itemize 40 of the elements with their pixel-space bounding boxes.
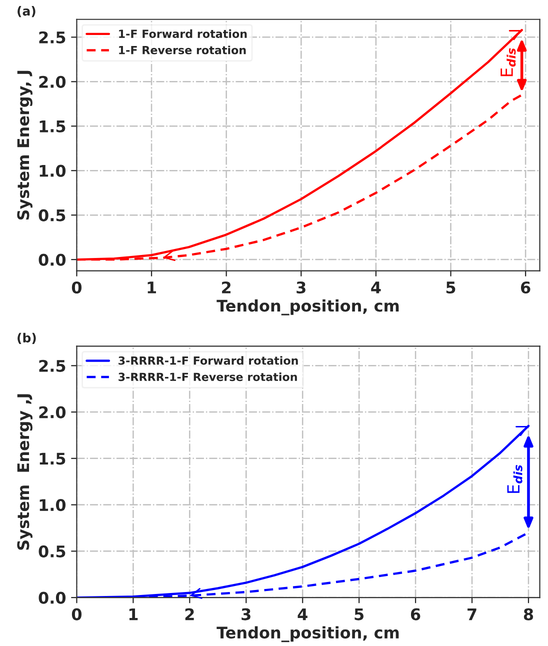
x-tick-label: 5 — [446, 282, 456, 294]
x-tick-label: 2 — [185, 608, 194, 620]
y-tick-label: 1.5 — [40, 120, 66, 132]
y-axis-title: System Energy ,J — [17, 394, 32, 550]
y-tick-label: 0.5 — [38, 545, 66, 558]
legend-label: 3-RRRR-1-F Reverse rotation — [118, 372, 297, 382]
y-tick-label: 0.5 — [38, 209, 66, 222]
x-tick-label: 1 — [148, 282, 156, 294]
x-tick-label: 3 — [296, 281, 306, 294]
y-tick-label: 0.0 — [38, 592, 66, 604]
x-tick-label: 4 — [371, 282, 381, 294]
y-axis-title: System Energy, J — [17, 70, 32, 220]
x-tick-label: 5 — [354, 608, 364, 620]
x-tick-label: 1 — [129, 608, 138, 620]
legend-label: 1-F Forward rotation — [119, 29, 247, 38]
x-tick-label: 3 — [242, 608, 250, 620]
y-tick-label: 2.5 — [39, 31, 66, 44]
x-tick-label: 7 — [468, 608, 476, 620]
y-tick-label: 2.0 — [39, 76, 66, 88]
x-tick-label: 0 — [72, 281, 82, 294]
y-tick-label: 0.0 — [38, 254, 66, 266]
y-tick-label: 2.5 — [39, 360, 66, 372]
x-tick-label: 6 — [521, 281, 530, 294]
y-tick-label: 2.0 — [39, 406, 66, 418]
x-tick-label: 0 — [72, 608, 82, 620]
y-tick-label: 1.0 — [40, 164, 66, 177]
x-tick-label: 4 — [298, 608, 308, 620]
x-tick-label: 8 — [524, 608, 534, 620]
chart-title: (a) — [18, 6, 36, 18]
x-tick-label: 6 — [410, 608, 420, 620]
x-tick-label: 2 — [222, 281, 231, 294]
chart-title: (b) — [18, 332, 36, 344]
legend-label: 1-F Reverse rotation — [119, 46, 246, 54]
annotation: E$_{dis}$ — [507, 464, 522, 493]
annotation: E$_{dis}$ — [500, 48, 516, 76]
legend-label: 3-RRRR-1-F Forward rotation — [118, 356, 298, 365]
x-axis-title: Tendon_position, cm — [216, 299, 399, 316]
y-tick-label: 1.5 — [40, 452, 66, 465]
y-tick-label: 1.0 — [40, 499, 66, 512]
x-axis-title: Tendon_position, cm — [216, 626, 399, 642]
